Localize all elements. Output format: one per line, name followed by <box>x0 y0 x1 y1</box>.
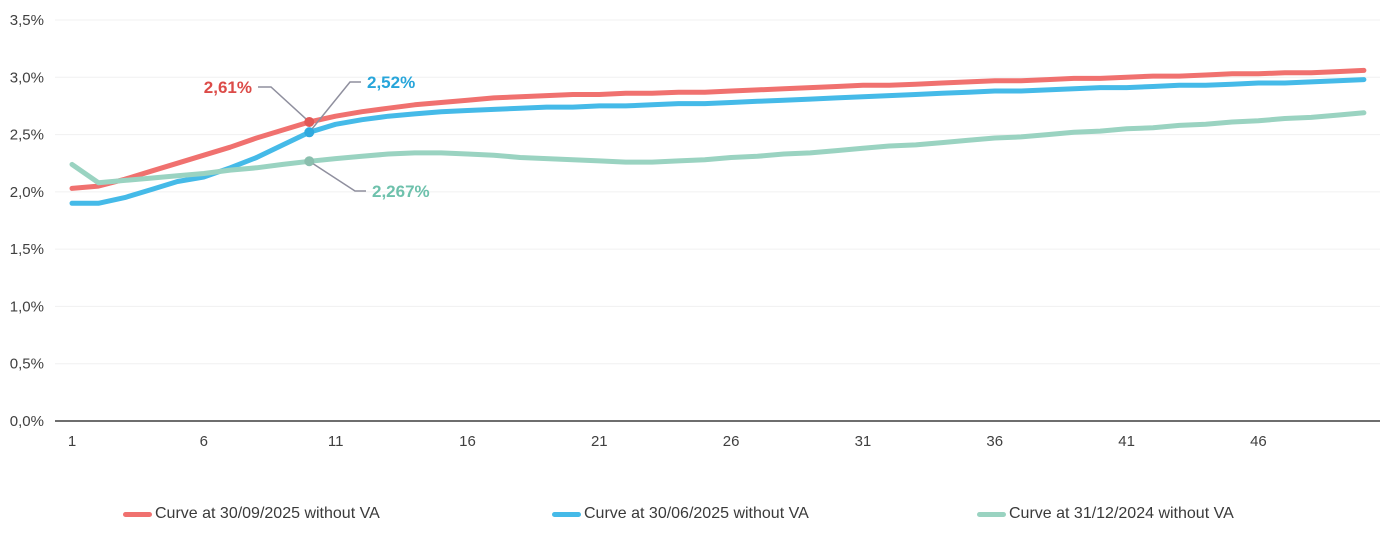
legend-item-curve-30-06-2025[interactable]: Curve at 30/06/2025 without VA <box>552 503 809 525</box>
annotation-leader-line <box>258 86 310 123</box>
legend-label: Curve at 30/09/2025 without VA <box>155 505 380 522</box>
y-axis-label: 1,5% <box>10 241 44 258</box>
legend-item-curve-31-12-2024[interactable]: Curve at 31/12/2024 without VA <box>977 503 1234 525</box>
y-axis-label: 0,0% <box>10 413 44 430</box>
x-axis-label: 26 <box>723 433 740 450</box>
x-axis-label: 1 <box>68 433 76 450</box>
x-axis-label: 46 <box>1250 433 1267 450</box>
chart-legend: Curve at 30/09/2025 without VA Curve at … <box>0 503 1394 533</box>
annotation-value-label: 2,52% <box>367 73 415 92</box>
data-point-marker <box>304 156 315 167</box>
x-axis-label: 6 <box>200 433 208 450</box>
annotation-value-label: 2,61% <box>204 78 252 97</box>
legend-swatch-red <box>123 511 152 517</box>
y-axis-label: 2,5% <box>10 127 44 144</box>
x-axis-label: 31 <box>855 433 872 450</box>
y-axis-label: 3,5% <box>10 12 44 29</box>
legend-swatch-blue <box>552 511 581 517</box>
series-line-0 <box>69 67 1367 191</box>
x-axis-label: 16 <box>459 433 476 450</box>
data-point-marker <box>304 127 315 138</box>
y-axis-label: 1,0% <box>10 298 44 315</box>
annotation-value-label: 2,267% <box>372 182 430 201</box>
y-axis-label: 2,0% <box>10 184 44 201</box>
legend-swatch-green <box>977 511 1006 517</box>
x-axis-label: 11 <box>328 433 344 450</box>
x-axis-label: 41 <box>1118 433 1135 450</box>
x-axis-label: 36 <box>986 433 1003 450</box>
legend-label: Curve at 31/12/2024 without VA <box>1009 505 1234 522</box>
line-chart: 0,0%0,5%1,0%1,5%2,0%2,5%3,0%3,5%1 6 11 16 21… <box>10 12 1380 450</box>
y-axis-label: 0,5% <box>10 356 44 373</box>
series-line-1 <box>69 77 1367 206</box>
data-point-marker <box>304 116 315 127</box>
legend-item-curve-30-09-2025[interactable]: Curve at 30/09/2025 without VA <box>123 503 380 525</box>
annotation-leader-line <box>308 160 366 192</box>
y-axis-label: 3,0% <box>10 69 44 86</box>
x-axis-label: 21 <box>591 433 608 450</box>
annotation-leader-line <box>308 81 361 133</box>
legend-label: Curve at 30/06/2025 without VA <box>584 505 809 522</box>
series-line-2 <box>69 110 1367 186</box>
